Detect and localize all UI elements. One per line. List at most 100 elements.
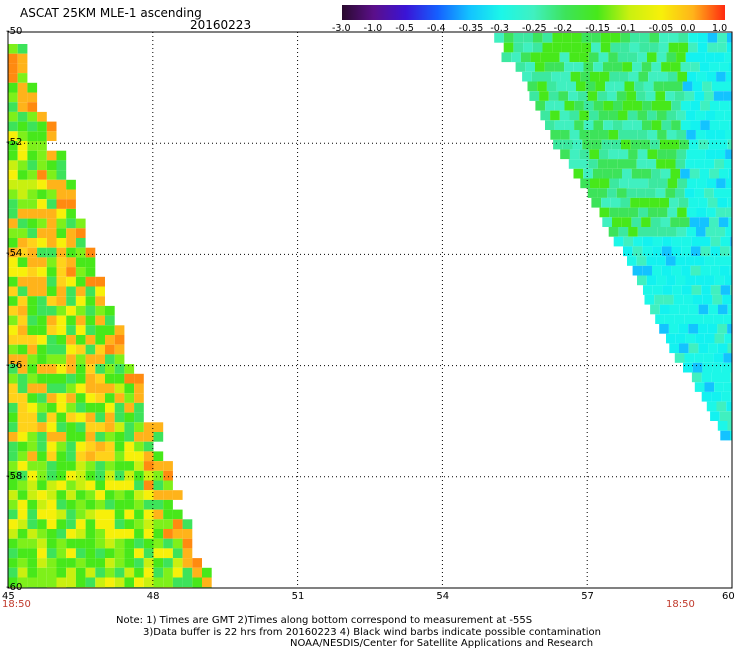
swath-cell [66,208,76,219]
swath-cell [620,42,630,53]
swath-cell [577,91,588,101]
swath-cell [631,217,642,227]
swath-cell [85,286,96,297]
swath-cell [27,451,38,462]
swath-cell [27,567,38,578]
swath-cell [648,71,658,82]
swath-cell [56,519,67,529]
swath-cell [602,62,613,72]
swath-cell [598,110,609,121]
longitude-label: 57 [581,591,594,602]
swath-cell [56,441,67,452]
swath-cell [542,33,553,43]
swath-cell [37,373,47,384]
swath-cell [95,276,105,287]
swath-cell [8,228,18,238]
swath-cell [85,402,96,413]
swath-cell [646,256,657,266]
swath-cell [56,335,67,345]
swath-cell [580,71,590,82]
swath-cell [553,139,563,150]
swath-cell [56,170,67,180]
swath-cell [668,42,679,53]
swath-cell [593,100,604,111]
swath-cell [566,81,576,92]
swath-cell [520,52,531,63]
swath-cell [728,168,732,179]
swath-cell [630,197,640,208]
swath-cell [85,344,96,355]
swath-cell [580,178,590,189]
swath-cell [613,236,624,247]
swath-cell [66,432,76,442]
swath-cell [722,294,732,305]
swath-cell [182,529,193,539]
swath-cell [727,324,732,334]
swath-cell [591,42,601,53]
swath-cell [37,422,47,432]
swath-cell [95,538,105,549]
swath-cell [134,470,144,481]
swath-cell [27,150,38,161]
swath-cell [124,432,135,442]
swath-cell [696,178,707,189]
swath-cell [525,62,535,72]
swath-cell [636,91,646,101]
swath-cell [670,217,680,227]
swath-cell [17,441,28,452]
swath-cell [75,354,86,365]
swath-cell [105,519,115,529]
swath-cell [143,432,154,442]
swath-cell [639,197,650,208]
swath-cell [608,110,618,121]
swath-cell [27,276,38,287]
swath-cell [614,81,625,92]
swath-cell [46,179,57,190]
swath-cell [576,81,586,92]
swath-cell [37,111,47,122]
swath-cell [628,130,638,140]
swath-cell [694,188,705,198]
swath-cell [114,529,125,539]
swath-cell [698,343,709,354]
swath-cell [727,343,732,354]
swath-cell [75,441,86,452]
swath-cell [17,499,28,510]
swath-cell [720,246,730,257]
swath-cell [75,461,86,471]
swath-cell [134,577,144,588]
swath-cell [85,383,96,394]
swath-cell [17,461,28,471]
swath-cell [75,499,86,510]
swath-cell [95,373,105,384]
swath-cell [114,470,125,481]
swath-cell [46,305,57,316]
swath-cell [719,265,730,276]
swath-cell [27,286,38,297]
swath-cell [105,383,115,394]
swath-cell [56,558,67,568]
swath-cell [727,139,732,150]
swath-cell [612,168,622,179]
swath-cell [630,33,640,43]
swath-cell [134,529,144,539]
swath-cell [670,168,681,179]
swath-cell [85,267,96,277]
swath-cell [46,160,57,171]
swath-cell [684,314,694,324]
swath-cell [656,256,666,266]
swath-cell [694,256,705,266]
swath-cell [56,383,67,394]
swath-cell [46,383,57,394]
swath-cell [556,81,567,92]
swath-cell [46,344,57,355]
swath-cell [66,373,76,384]
swath-cell [75,286,86,297]
swath-cell [163,538,173,549]
swath-cell [105,335,115,345]
swath-cell [114,441,125,452]
swath-cell [642,120,652,130]
swath-cell [650,217,661,227]
swath-cell [666,110,677,121]
swath-cell [46,422,57,432]
